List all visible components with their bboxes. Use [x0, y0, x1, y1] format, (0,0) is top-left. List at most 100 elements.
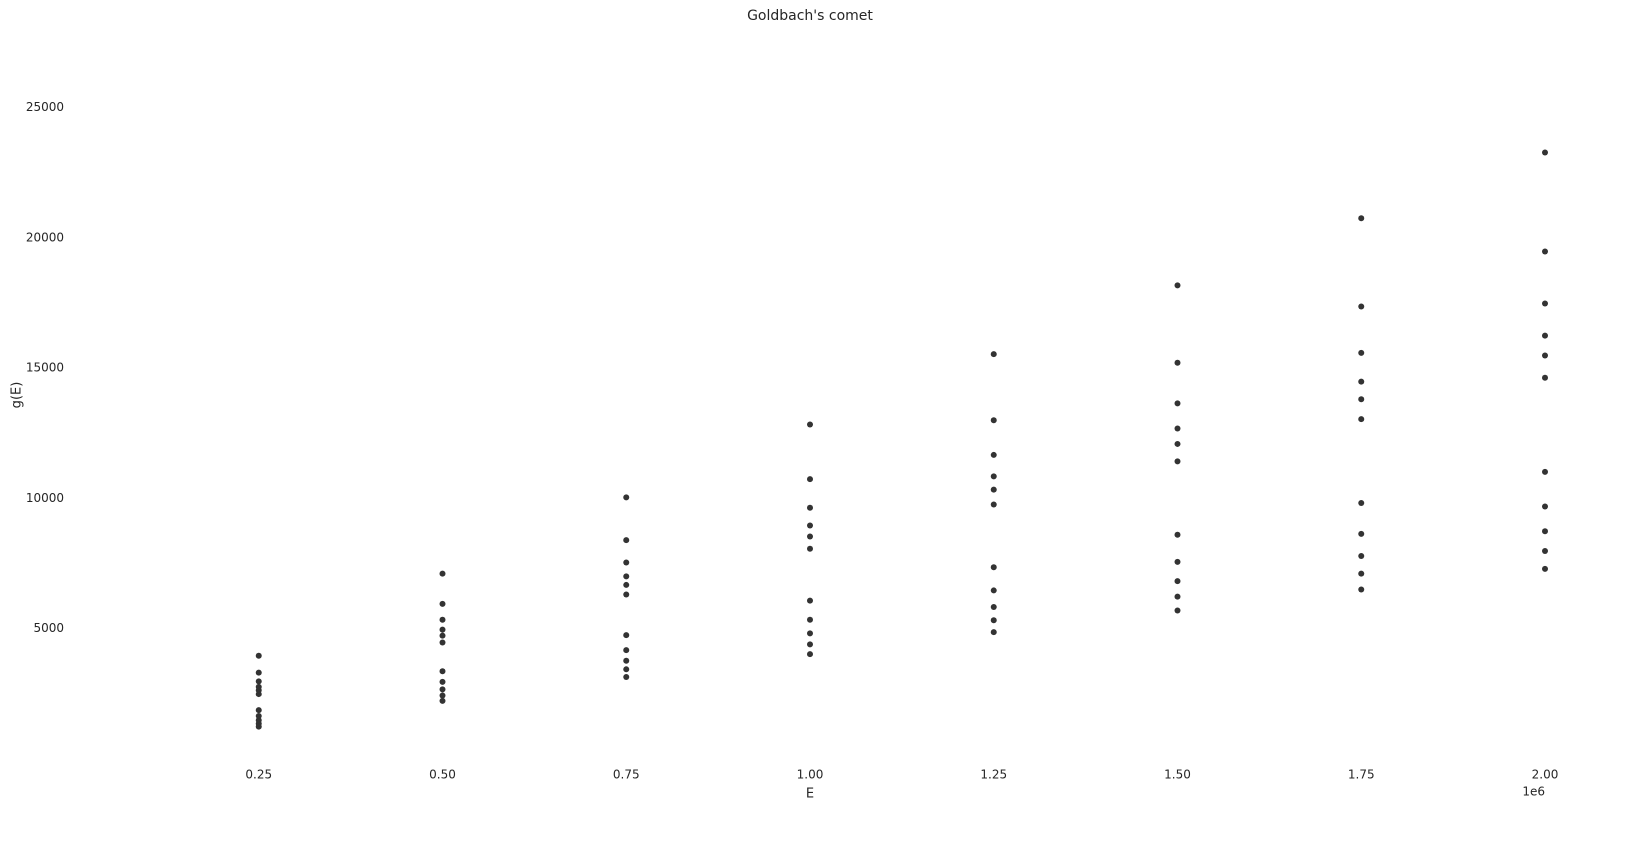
x-tick-label: 1.50: [1164, 768, 1191, 782]
point: [439, 692, 446, 699]
point: [807, 597, 813, 604]
point: [990, 617, 997, 624]
point: [1174, 593, 1181, 600]
point: [807, 533, 813, 540]
point: [623, 591, 630, 598]
point: [990, 486, 997, 493]
point: [807, 616, 813, 623]
point: [1174, 425, 1181, 432]
point: [623, 494, 630, 501]
point: [439, 639, 446, 646]
point: [1542, 300, 1548, 307]
point: [1542, 374, 1548, 381]
point: [1358, 378, 1365, 385]
x-tick-label: 1.00: [797, 768, 824, 782]
point: [1358, 416, 1365, 423]
point: [1542, 248, 1548, 255]
point: [807, 630, 813, 637]
point: [1174, 400, 1181, 407]
point: [255, 713, 262, 720]
point: [439, 678, 446, 685]
point: [439, 616, 446, 623]
point: [1542, 565, 1548, 572]
point: [623, 573, 630, 580]
point: [807, 504, 813, 511]
point: [1174, 440, 1181, 447]
point: [1358, 215, 1365, 222]
point: [255, 707, 262, 714]
point: [1542, 352, 1548, 359]
point: [807, 545, 813, 552]
point: [255, 669, 262, 676]
point: [255, 683, 262, 690]
point: [439, 686, 446, 693]
point: [1174, 558, 1181, 565]
point: [623, 537, 630, 544]
point: [1358, 396, 1365, 403]
point: [1542, 332, 1548, 339]
x-tick-label: 0.75: [613, 768, 640, 782]
point: [1542, 528, 1548, 535]
y-tick-label: 5000: [33, 621, 64, 635]
point: [623, 559, 630, 566]
point: [439, 632, 446, 639]
point: [990, 587, 997, 594]
point: [439, 600, 446, 607]
point: [990, 501, 997, 508]
x-tick-label: 2.00: [1532, 768, 1559, 782]
x-tick-label: 0.50: [429, 768, 456, 782]
point: [1358, 349, 1365, 356]
point: [807, 641, 813, 648]
point: [807, 651, 813, 658]
point: [807, 421, 813, 428]
point: [623, 581, 630, 588]
point: [439, 697, 446, 704]
point: [1358, 530, 1365, 537]
point: [1174, 458, 1181, 465]
point: [1358, 586, 1365, 593]
y-axis-label: g(E): [10, 382, 25, 409]
point: [1174, 531, 1181, 538]
point: [990, 629, 997, 636]
y-tick-label: 10000: [26, 491, 64, 505]
point: [990, 603, 997, 610]
point: [439, 626, 446, 633]
point: [1542, 548, 1548, 555]
y-tick-label: 20000: [26, 230, 64, 244]
point: [623, 632, 630, 639]
point: [439, 570, 446, 577]
point: [1174, 282, 1181, 289]
x-tick-label: 1.75: [1348, 768, 1375, 782]
point: [1542, 149, 1548, 156]
y-tick-label: 25000: [26, 100, 64, 114]
point: [1174, 607, 1181, 614]
point: [1174, 578, 1181, 585]
point: [623, 666, 630, 673]
x-axis-label: E: [806, 787, 814, 802]
point: [990, 351, 997, 358]
point: [439, 668, 446, 675]
point: [1174, 359, 1181, 366]
point: [1358, 570, 1365, 577]
chart-title: Goldbach's comet: [747, 8, 873, 24]
x-tick-label: 1.25: [980, 768, 1007, 782]
point: [255, 678, 262, 685]
point: [255, 717, 262, 724]
point: [990, 564, 997, 571]
point: [990, 451, 997, 458]
point: [807, 476, 813, 483]
x-offset-label: 1e6: [1522, 785, 1545, 799]
point: [1542, 503, 1548, 510]
x-tick-label: 0.25: [245, 768, 272, 782]
point: [1358, 499, 1365, 506]
point: [1358, 552, 1365, 559]
point: [623, 647, 630, 654]
point: [807, 522, 813, 529]
y-tick-label: 15000: [26, 361, 64, 375]
point: [1542, 468, 1548, 475]
point: [990, 473, 997, 480]
point: [1358, 303, 1365, 310]
